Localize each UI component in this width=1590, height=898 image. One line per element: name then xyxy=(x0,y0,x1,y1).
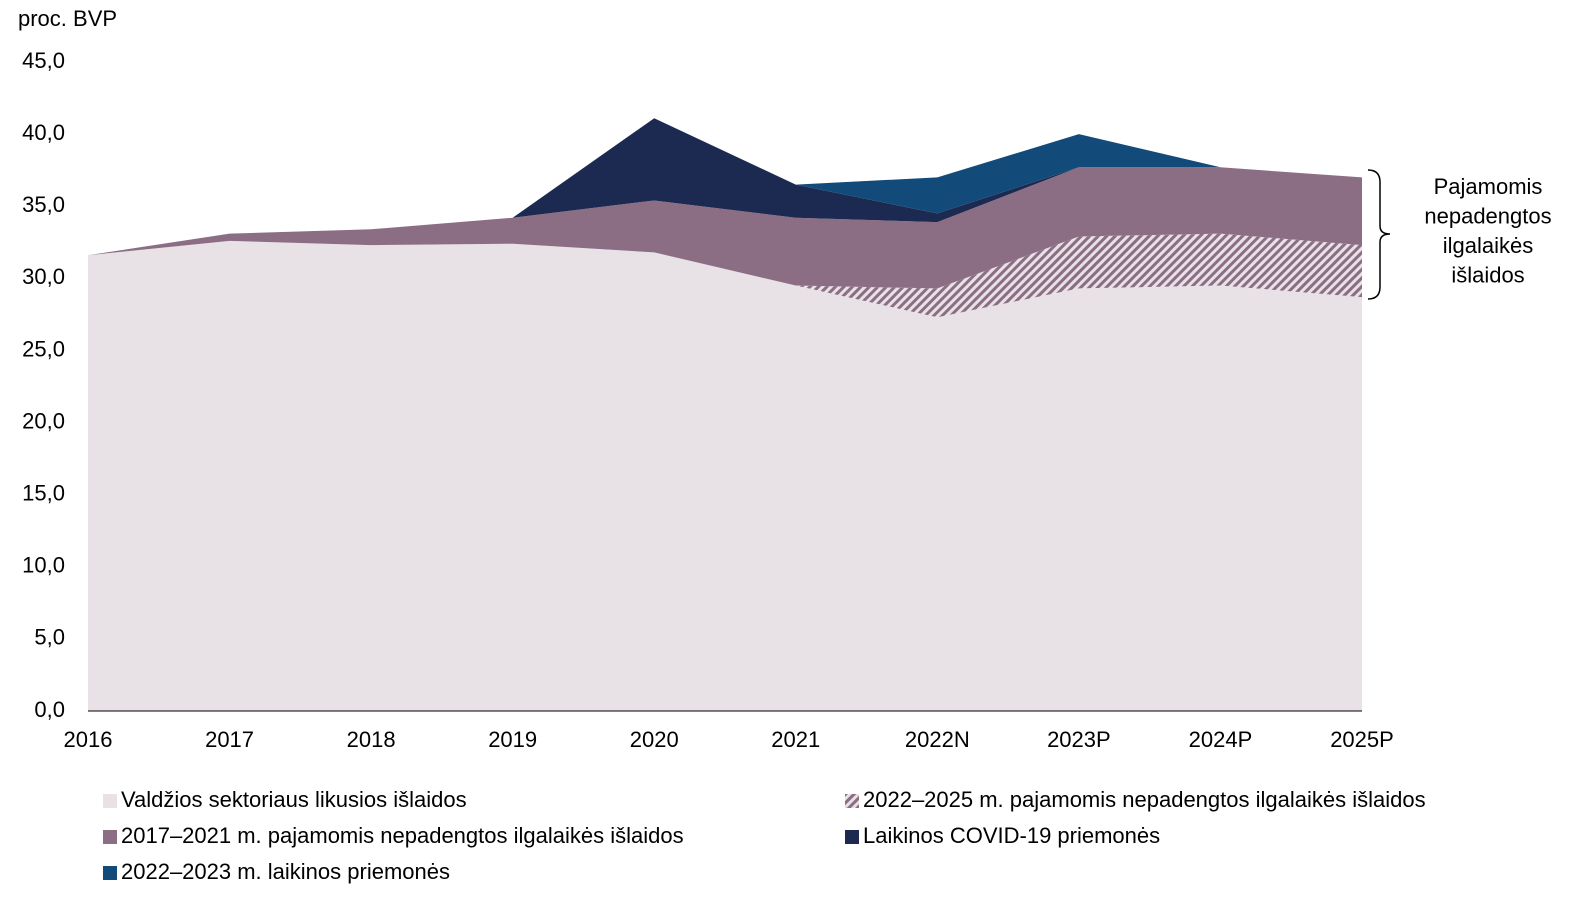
legend-swatch xyxy=(845,830,859,844)
x-tick-label: 2022N xyxy=(905,727,970,752)
legend-label: 2017–2021 m. pajamomis nepadengtos ilgal… xyxy=(121,823,684,848)
legend-label: 2022–2025 m. pajamomis nepadengtos ilgal… xyxy=(863,787,1426,812)
area xyxy=(88,167,1362,289)
x-tick-label: 2020 xyxy=(630,727,679,752)
x-tick-label: 2025P xyxy=(1330,727,1394,752)
y-tick-label: 0,0 xyxy=(34,697,65,722)
y-axis-label: proc. BVP xyxy=(18,6,117,31)
legend-swatch xyxy=(845,794,859,808)
annotation: nepadengtos xyxy=(1424,203,1551,228)
area xyxy=(88,118,1362,256)
legend-label: Valdžios sektoriaus likusios išlaidos xyxy=(121,787,467,812)
x-tick-label: 2024P xyxy=(1189,727,1253,752)
x-tick-label: 2018 xyxy=(347,727,396,752)
y-tick-label: 10,0 xyxy=(22,553,65,578)
annotation: Pajamomis xyxy=(1434,174,1543,199)
x-tick-label: 2017 xyxy=(205,727,254,752)
x-tick-label: 2021 xyxy=(771,727,820,752)
y-tick-label: 40,0 xyxy=(22,120,65,145)
legend-swatch xyxy=(103,830,117,844)
annotation: ilgalaikės xyxy=(1443,233,1534,258)
legend-swatch xyxy=(103,794,117,808)
y-tick-label: 20,0 xyxy=(22,408,65,433)
y-tick-label: 25,0 xyxy=(22,336,65,361)
y-tick-label: 45,0 xyxy=(22,48,65,73)
area xyxy=(88,233,1362,318)
brace xyxy=(1367,169,1391,300)
annotation: išlaidos xyxy=(1451,262,1524,287)
legend-label: Laikinos COVID-19 priemonės xyxy=(863,823,1160,848)
x-tick-label: 2019 xyxy=(488,727,537,752)
y-tick-label: 30,0 xyxy=(22,264,65,289)
area xyxy=(88,240,1362,711)
y-tick-label: 15,0 xyxy=(22,480,65,505)
legend-swatch xyxy=(103,866,117,880)
legend-label: 2022–2023 m. laikinos priemonės xyxy=(121,859,450,884)
x-tick-label: 2023P xyxy=(1047,727,1111,752)
x-tick-label: 2016 xyxy=(64,727,113,752)
y-tick-label: 35,0 xyxy=(22,192,65,217)
y-tick-label: 5,0 xyxy=(34,625,65,650)
area xyxy=(88,118,1362,256)
